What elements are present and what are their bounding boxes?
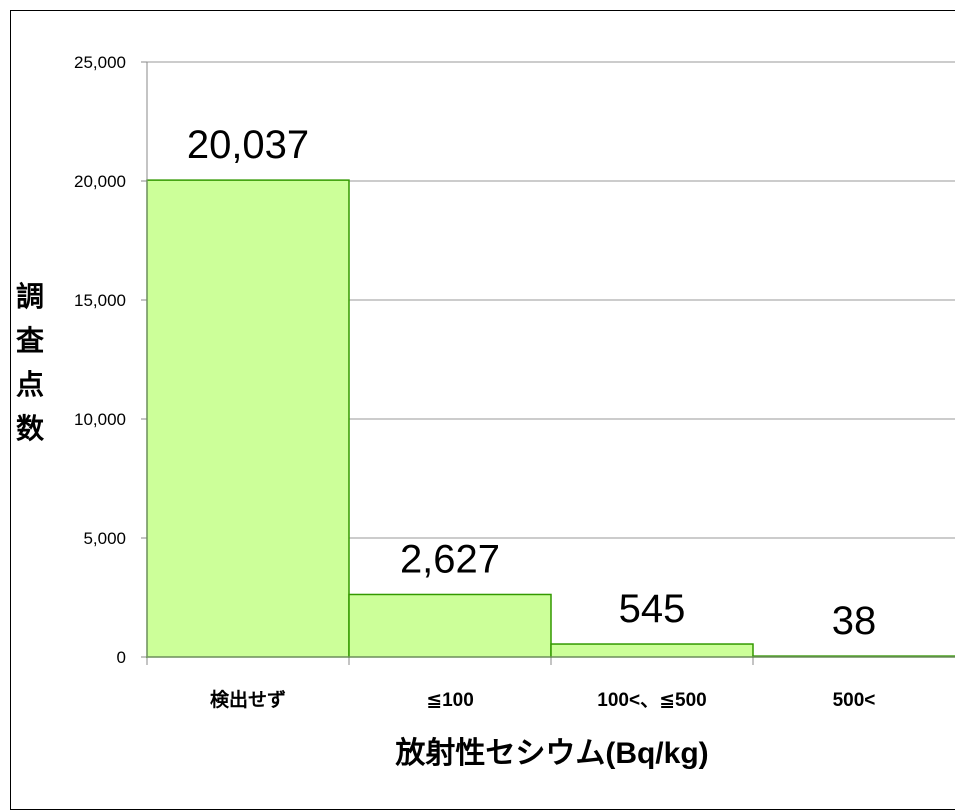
y-axis-label-char: 点 bbox=[16, 369, 44, 400]
y-axis-label: 調査点数 bbox=[16, 280, 45, 444]
x-tick-label: 500< bbox=[833, 690, 876, 711]
y-tick-label: 10,000 bbox=[74, 410, 126, 429]
x-tick-label: ≦100 bbox=[426, 690, 474, 711]
y-tick-label: 20,000 bbox=[74, 172, 126, 191]
data-label: 545 bbox=[619, 587, 686, 631]
y-axis-label-char: 査 bbox=[16, 325, 44, 356]
x-tick-label: 100<、≦500 bbox=[597, 690, 706, 711]
y-tick-label: 25,000 bbox=[74, 53, 126, 72]
y-tick-label: 15,000 bbox=[74, 291, 126, 310]
x-axis-label: 放射性セシウム(Bq/kg) bbox=[394, 737, 708, 770]
y-axis-label-char: 調 bbox=[16, 280, 44, 312]
x-tick-label: 検出せず bbox=[210, 688, 286, 711]
y-tick-label: 5,000 bbox=[83, 529, 126, 548]
bar bbox=[348, 593, 552, 658]
data-label: 20,037 bbox=[187, 123, 309, 167]
bars bbox=[146, 179, 955, 658]
data-label: 2,627 bbox=[400, 537, 500, 581]
y-tick-label: 0 bbox=[117, 648, 126, 667]
data-label: 38 bbox=[832, 599, 877, 643]
y-axis-label-char: 数 bbox=[16, 413, 45, 444]
y-tick-labels: 0 5,000 10,000 15,000 20,000 25,000 bbox=[74, 53, 126, 667]
data-labels: 20,037 2,627 545 38 bbox=[187, 123, 876, 643]
bar bbox=[146, 179, 350, 658]
bar bbox=[550, 643, 754, 658]
x-tick-labels: 検出せず ≦100 100<、≦500 500< bbox=[210, 688, 875, 711]
